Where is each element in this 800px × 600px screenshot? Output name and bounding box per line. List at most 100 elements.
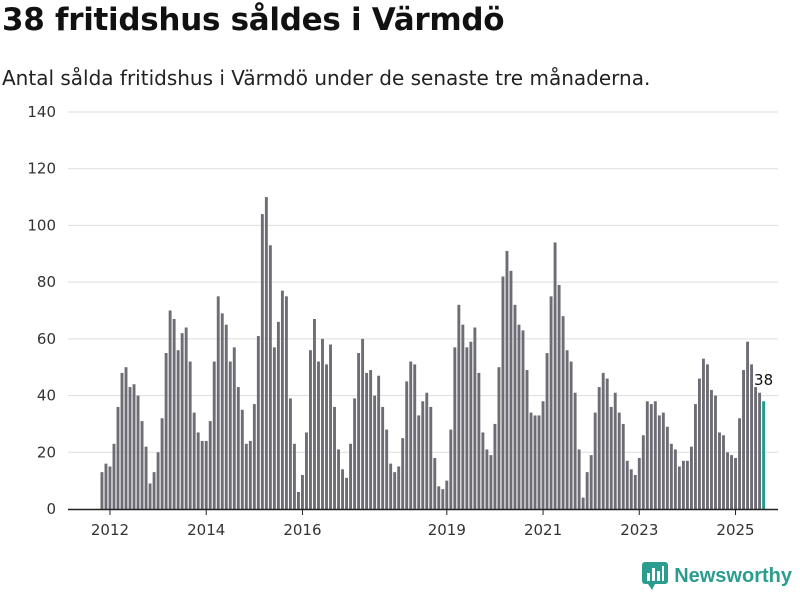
bar: [673, 449, 677, 509]
bar: [665, 426, 669, 509]
bar: [493, 423, 497, 509]
bar: [256, 336, 260, 509]
bar: [333, 406, 336, 509]
bar: [565, 350, 569, 509]
bar: [100, 472, 104, 509]
bar: [513, 304, 517, 509]
bar: [505, 250, 509, 509]
bar: [621, 423, 625, 509]
bar: [669, 443, 673, 509]
bar: [693, 404, 697, 509]
bar: [124, 367, 128, 509]
bar: [525, 370, 529, 509]
y-tick-label: 0: [46, 500, 56, 518]
bar: [116, 406, 120, 509]
y-tick-label: 40: [37, 387, 56, 405]
bar: [573, 392, 577, 509]
bar: [369, 370, 373, 509]
bar: [136, 395, 140, 509]
bar: [469, 341, 473, 509]
bar: [168, 310, 172, 509]
bar: [521, 330, 525, 509]
bar: [681, 460, 685, 509]
x-tick-label: 2023: [620, 521, 658, 539]
bar: [697, 378, 701, 509]
bar: [164, 353, 168, 509]
bar: [184, 327, 188, 509]
bar: [489, 455, 493, 509]
bar: [216, 296, 220, 509]
bar: [381, 406, 385, 509]
bar: [758, 392, 762, 509]
y-tick-label: 80: [37, 273, 56, 291]
bar: [301, 474, 304, 509]
bar: [533, 415, 537, 509]
x-tick-label: 2019: [428, 521, 466, 539]
bar: [657, 415, 661, 509]
bar: [609, 406, 613, 509]
bar: [108, 466, 112, 509]
x-tick-label: 2014: [187, 521, 225, 539]
bar: [509, 270, 513, 509]
y-tick-label: 100: [27, 216, 56, 234]
bar: [497, 367, 501, 509]
bar: [120, 372, 124, 509]
y-tick-label: 20: [37, 443, 56, 461]
bar: [389, 463, 393, 509]
bar: [577, 449, 581, 509]
x-tick-label: 2012: [91, 521, 129, 539]
bar: [172, 319, 176, 509]
bar: [537, 415, 541, 509]
bar: [244, 443, 248, 509]
bar: [417, 415, 421, 509]
bar: [501, 276, 505, 509]
bar: [264, 197, 268, 509]
last-value-label: 38: [754, 371, 773, 389]
bar: [421, 401, 425, 509]
bar: [581, 497, 585, 509]
bar: [156, 452, 160, 509]
bar: [685, 460, 689, 509]
bar: [401, 438, 405, 509]
bar: [742, 370, 745, 509]
bar: [465, 347, 469, 509]
bar: [601, 372, 605, 509]
bar: [104, 463, 108, 509]
bar: [738, 418, 741, 509]
bar: [726, 452, 729, 509]
x-tick-label: 2016: [283, 521, 321, 539]
bar: [425, 392, 429, 509]
bar: [268, 245, 272, 509]
bar: [569, 361, 573, 509]
bar: [689, 446, 693, 509]
bar: [260, 214, 264, 509]
x-axis: 2012 2014 2016 2019 2021 2023 2025: [68, 508, 778, 539]
bar: [188, 361, 192, 509]
bar: [361, 338, 365, 509]
bar: [409, 361, 413, 509]
bar: [706, 364, 709, 509]
chart-subtitle: Antal sålda fritidshus i Värmdö under de…: [2, 66, 651, 90]
bar: [309, 350, 312, 509]
bar: [553, 242, 557, 509]
bar: [349, 443, 353, 509]
newsworthy-logo[interactable]: Newsworthy: [642, 562, 792, 590]
bar: [629, 469, 633, 509]
bar: [441, 489, 445, 509]
x-tick-label: 2021: [524, 521, 562, 539]
bar: [762, 401, 766, 509]
bar: [272, 347, 276, 509]
bar: [377, 375, 381, 509]
y-tick-label: 140: [27, 103, 56, 121]
bar: [385, 429, 389, 509]
bar: [633, 474, 637, 509]
bar: [730, 455, 733, 509]
newsworthy-logo-icon: [642, 562, 669, 590]
bar: [204, 440, 208, 509]
chart-title: 38 fritidshus såldes i Värmdö: [2, 2, 505, 38]
bar: [437, 486, 441, 509]
bar: [212, 361, 216, 509]
bar: [710, 389, 713, 509]
bar: [325, 364, 328, 509]
bar: [132, 384, 136, 509]
